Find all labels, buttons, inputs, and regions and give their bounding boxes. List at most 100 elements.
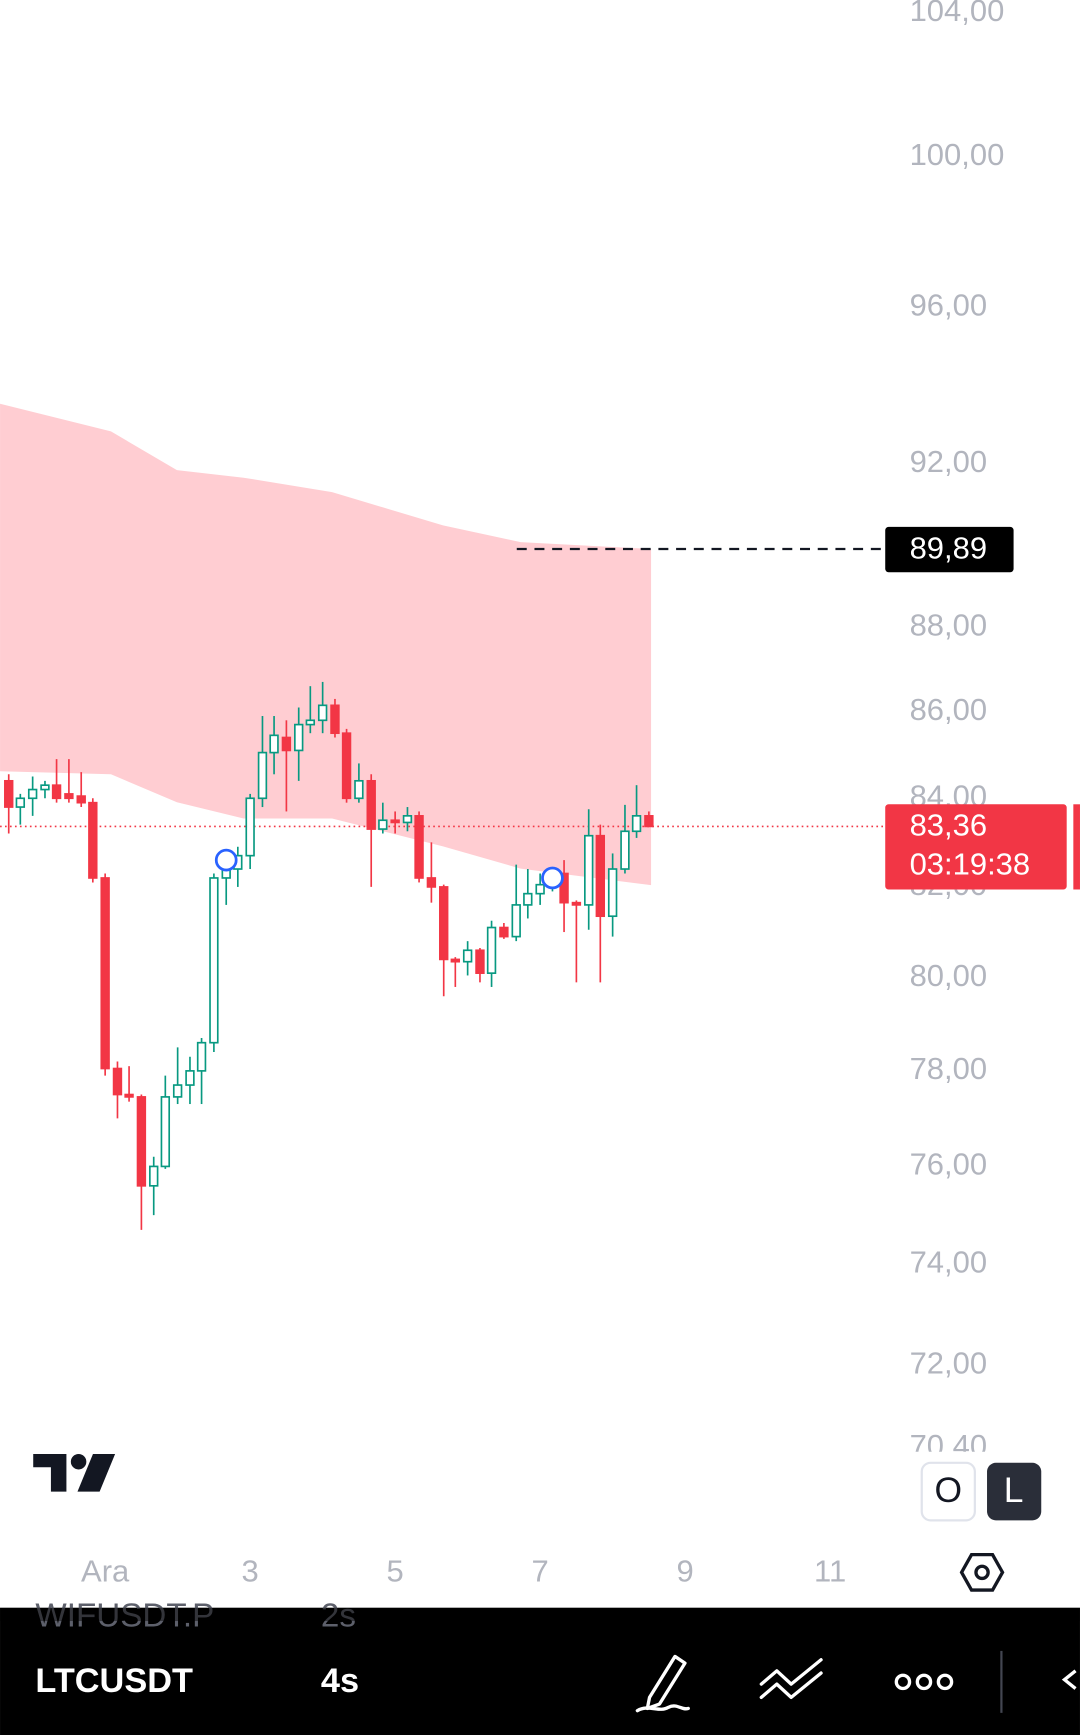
candle-body xyxy=(462,949,473,963)
candle-body xyxy=(523,892,533,906)
candle-body xyxy=(595,834,606,918)
candle-body xyxy=(330,704,340,735)
countdown-label: 03:19:38 xyxy=(910,846,1031,881)
candle-body xyxy=(366,779,376,830)
x-tick-label: Ara xyxy=(81,1554,130,1589)
candle-body xyxy=(172,1084,183,1098)
band-value-label: 89,89 xyxy=(910,530,988,565)
settings-icon[interactable] xyxy=(959,1552,1005,1592)
symbol-name[interactable]: LTCUSDT xyxy=(35,1662,193,1700)
plot-area xyxy=(0,403,886,1230)
x-tick-label: 5 xyxy=(387,1554,404,1589)
candle-body xyxy=(88,801,98,879)
more-icon[interactable] xyxy=(894,1673,954,1691)
candle-body xyxy=(571,901,582,906)
o-button[interactable]: O xyxy=(920,1461,976,1522)
signal-marker xyxy=(214,848,238,872)
band-value-box xyxy=(885,526,1014,573)
logo[interactable] xyxy=(33,1453,116,1492)
candle-body xyxy=(294,723,304,752)
x-tick-label: 9 xyxy=(677,1554,694,1589)
candle-body xyxy=(196,1041,207,1072)
candle-body xyxy=(390,819,400,824)
candle-body xyxy=(15,797,26,808)
y-tick-label: 72,00 xyxy=(910,1345,988,1380)
candle-body xyxy=(450,958,461,963)
candle-body xyxy=(378,819,388,830)
time-axis: Ara 3 5 7 9 11 xyxy=(81,1554,846,1589)
candle-body xyxy=(620,830,630,870)
y-tick-label: 78,00 xyxy=(910,1051,988,1086)
price-box xyxy=(885,804,1067,890)
o-button-label: O xyxy=(935,1470,963,1510)
symbol-interval: 4s xyxy=(321,1662,359,1700)
candle-body xyxy=(631,815,642,833)
candle-body xyxy=(341,732,352,800)
candle-body xyxy=(76,795,86,804)
y-tick-label: 74,00 xyxy=(910,1245,988,1280)
candle-body xyxy=(475,949,485,974)
y-tick-label: 100,00 xyxy=(910,137,1005,172)
y-tick-label: 104,00 xyxy=(910,0,1005,28)
candle-body xyxy=(27,788,38,800)
y-tick-label: 80,00 xyxy=(910,958,988,993)
price-label: 83,36 xyxy=(910,808,988,843)
candle-body xyxy=(64,793,74,800)
candle-body xyxy=(305,719,316,726)
bar-fade xyxy=(0,1607,1080,1622)
candle-body xyxy=(486,926,497,974)
x-tick-label: 11 xyxy=(814,1554,846,1589)
candle-body xyxy=(354,779,364,800)
candle-body xyxy=(499,926,509,938)
candle-body xyxy=(245,797,255,857)
candle-body xyxy=(100,877,110,1070)
candle-body xyxy=(607,868,618,918)
candle-body xyxy=(644,815,654,828)
candle-body xyxy=(136,1096,147,1187)
candle-body xyxy=(124,1093,134,1098)
x-tick-label: 3 xyxy=(242,1554,259,1589)
l-button-label: L xyxy=(1004,1470,1024,1510)
symbol-name[interactable]: WIFUSDT.P xyxy=(35,1597,214,1634)
candle-body xyxy=(112,1067,123,1096)
candle-body xyxy=(317,704,328,722)
candle-body xyxy=(511,904,521,938)
y-tick-label: 86,00 xyxy=(910,692,988,727)
x-tick-label: 7 xyxy=(532,1554,549,1589)
y-tick-label: 96,00 xyxy=(910,287,988,322)
candle-body xyxy=(426,877,437,888)
candle-body xyxy=(402,815,413,824)
candle-body xyxy=(439,886,449,961)
candle-body xyxy=(584,834,594,906)
candle-body xyxy=(51,784,62,800)
candle-body xyxy=(40,784,50,791)
bottom-bar xyxy=(0,1607,1080,1735)
signal-marker xyxy=(541,866,564,890)
l-button[interactable]: L xyxy=(987,1462,1042,1521)
back-icon[interactable] xyxy=(1061,1669,1077,1690)
price-axis: 104,00100,0096,0092,0088,0086,0084,0082,… xyxy=(910,0,1005,1463)
y-tick-label: 76,00 xyxy=(910,1147,988,1182)
y-tick-label: 92,00 xyxy=(910,444,988,479)
candle-body xyxy=(185,1070,195,1086)
y-tick-label: 88,00 xyxy=(910,607,988,642)
candle-body xyxy=(149,1165,159,1187)
candle-body xyxy=(559,872,569,904)
indicator-icon[interactable] xyxy=(759,1658,823,1700)
price-box-edge xyxy=(1073,804,1080,890)
candle-body xyxy=(160,1096,171,1168)
candle-body xyxy=(209,877,219,1044)
symbol-interval: 2s xyxy=(321,1597,356,1634)
candle-body xyxy=(281,736,292,752)
candle-body xyxy=(269,734,279,754)
candle-body xyxy=(4,779,14,808)
draw-icon[interactable] xyxy=(635,1654,690,1713)
candle-body xyxy=(535,883,545,895)
cloud-band xyxy=(0,403,652,886)
y-tick-label: 70,40 xyxy=(910,1428,988,1463)
candle-body xyxy=(414,815,424,879)
candle-body xyxy=(257,751,268,800)
